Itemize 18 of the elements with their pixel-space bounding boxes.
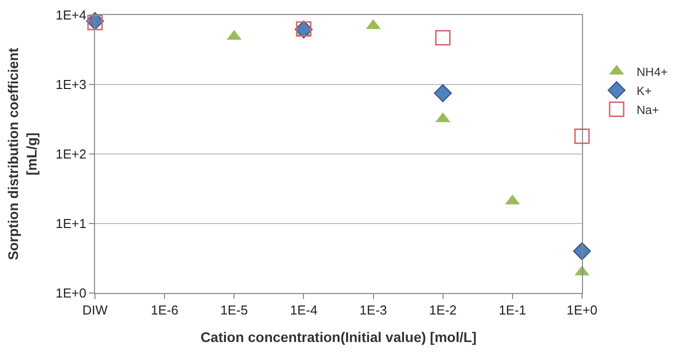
y-tick-label: 1E+3 <box>56 77 86 92</box>
x-tick-label: 1E+0 <box>566 302 598 318</box>
x-tick-label: 1E-4 <box>290 302 318 318</box>
legend-label: K+ <box>636 84 652 98</box>
x-tick-label: 1E-6 <box>150 302 178 318</box>
y-tick-label: 1E+0 <box>56 286 86 301</box>
x-tick-label: 1E-1 <box>498 302 526 318</box>
y-tick-label: 1E+4 <box>56 8 86 23</box>
x-tick-label: 1E-3 <box>360 302 388 318</box>
y-tick-label: 1E+1 <box>56 216 86 232</box>
y-axis-title: Sorption distribution coefficient [mL/g] <box>5 48 40 260</box>
x-tick-label: 1E-2 <box>429 302 457 318</box>
y-tick-label: 1E+2 <box>56 146 86 162</box>
x-tick-label: DIW <box>82 302 108 318</box>
legend-label: NH4+ <box>636 64 668 79</box>
x-axis-title: Cation concentration(Initial value) [mol/L] <box>200 328 477 345</box>
x-tick-label: 1E-5 <box>220 302 248 318</box>
legend-label: Na+ <box>636 102 659 117</box>
